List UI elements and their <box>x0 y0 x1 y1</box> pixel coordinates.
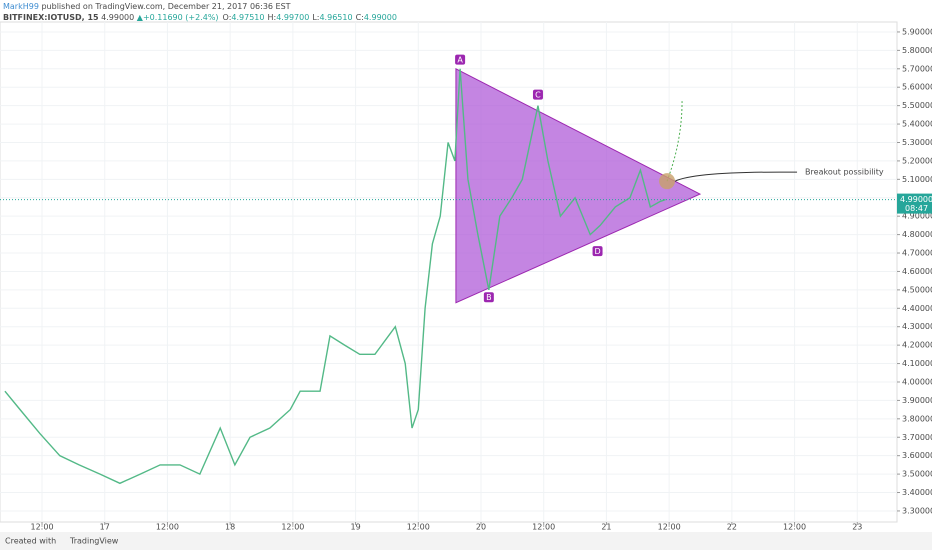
ohlc-key: H: <box>268 13 277 22</box>
x-tick-label: 12:00 <box>30 523 53 532</box>
x-tick-label: 12:00 <box>658 523 681 532</box>
ohlc-key: O: <box>223 13 232 22</box>
x-tick-label: 18 <box>225 523 235 532</box>
y-tick-label: 4.50000 <box>902 285 932 294</box>
ohlc-value: 4.99000 <box>364 13 397 22</box>
x-tick-label: 12:00 <box>783 523 806 532</box>
y-tick-label: 3.90000 <box>902 396 932 405</box>
symbol: BITFINEX:IOTUSD, 15 <box>3 13 99 22</box>
y-tick-label: 5.50000 <box>902 101 932 110</box>
ohlc-value: 4.99700 <box>276 13 309 22</box>
point-label: B <box>486 293 492 302</box>
price: 4.99000 <box>101 13 134 22</box>
point-label: C <box>535 91 541 100</box>
x-tick-label: 12:00 <box>156 523 179 532</box>
point-label: D <box>594 247 600 256</box>
point-label: A <box>457 56 463 65</box>
y-tick-label: 3.50000 <box>902 470 932 479</box>
change: +0.11690 (+2.4%) <box>143 13 219 22</box>
arrow: ▲ <box>137 13 144 22</box>
x-tick-label: 12:00 <box>532 523 555 532</box>
x-tick-label: 20 <box>476 523 486 532</box>
price-line <box>4 68 666 485</box>
footer-brand[interactable]: TradingView <box>69 537 119 546</box>
y-tick-label: 3.60000 <box>902 451 932 460</box>
ohlc-key: L: <box>312 13 319 22</box>
point-badge <box>483 292 494 303</box>
y-tick-label: 5.40000 <box>902 120 932 129</box>
last-price-box <box>897 193 932 214</box>
x-tick-label: 12:00 <box>407 523 430 532</box>
point-badge <box>592 246 603 257</box>
y-tick-label: 4.60000 <box>902 267 932 276</box>
footer-bar <box>0 532 932 550</box>
x-tick-label: 17 <box>100 523 110 532</box>
annotation: Breakout possibility <box>805 168 884 177</box>
y-tick-label: 4.90000 <box>902 212 932 221</box>
x-tick-label: 22 <box>727 523 737 532</box>
last-price-label: 4.99000 <box>900 195 932 204</box>
y-tick-label: 4.10000 <box>902 359 932 368</box>
y-tick-label: 4.70000 <box>902 249 932 258</box>
y-tick-label: 3.30000 <box>902 506 932 515</box>
y-tick-label: 5.30000 <box>902 138 932 147</box>
ohlc-value: 4.96510 <box>319 13 352 22</box>
y-tick-label: 4.30000 <box>902 322 932 331</box>
y-tick-label: 5.70000 <box>902 64 932 73</box>
header-line-2: BITFINEX:IOTUSD, 15 4.99000 ▲+0.11690 (+… <box>3 13 397 22</box>
y-tick-label: 4.80000 <box>902 230 932 239</box>
y-tick-label: 3.80000 <box>902 414 932 423</box>
header-line-1: MarkH99 published on TradingView.com, De… <box>3 2 291 11</box>
x-tick-label: 19 <box>350 523 360 532</box>
y-tick-label: 3.40000 <box>902 488 932 497</box>
y-tick-label: 4.20000 <box>902 341 932 350</box>
y-tick-label: 5.10000 <box>902 175 932 184</box>
ohlc-key: C: <box>356 13 364 22</box>
y-tick-label: 5.60000 <box>902 83 932 92</box>
footer-created: Created with <box>5 537 56 546</box>
y-tick-label: 4.40000 <box>902 304 932 313</box>
plot-border <box>0 21 898 523</box>
breakout-arrow <box>666 101 683 182</box>
author[interactable]: MarkH99 <box>3 2 39 11</box>
triangle-pattern <box>455 67 702 304</box>
countdown: 08:47 <box>905 204 928 213</box>
y-tick-label: 4.00000 <box>902 377 932 386</box>
y-tick-label: 5.20000 <box>902 156 932 165</box>
point-badge <box>532 89 543 100</box>
y-tick-label: 5.90000 <box>902 27 932 36</box>
y-tick-label: 3.70000 <box>902 433 932 442</box>
published: published on TradingView.com, December 2… <box>41 2 290 11</box>
ohlc-value: 4.97510 <box>231 13 264 22</box>
x-tick-label: 23 <box>852 523 862 532</box>
breakout-circle <box>659 173 676 190</box>
x-tick-label: 12:00 <box>281 523 304 532</box>
x-tick-label: 21 <box>601 523 611 532</box>
callout-line <box>674 171 798 182</box>
point-badge <box>455 54 466 65</box>
y-tick-label: 5.80000 <box>902 46 932 55</box>
